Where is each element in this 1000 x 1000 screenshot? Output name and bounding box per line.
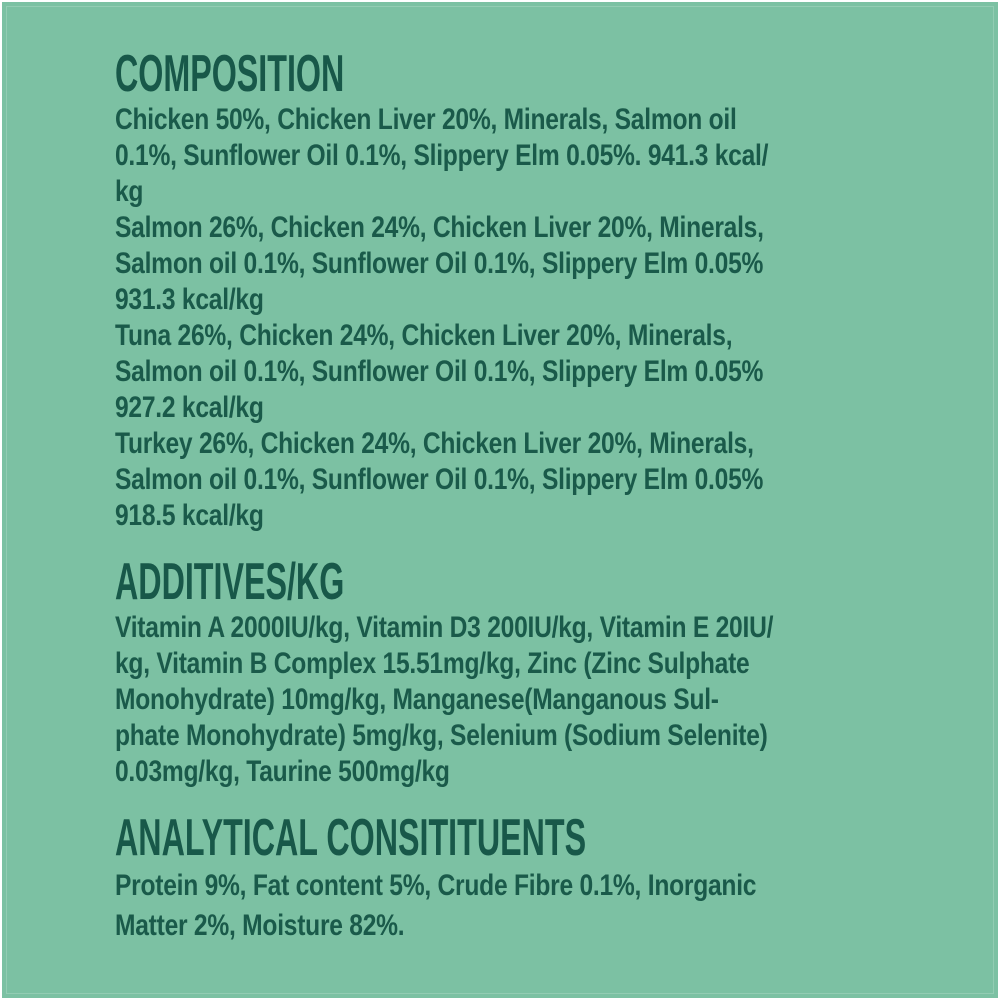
additives-line-2: kg, Vitamin B Complex 15.51mg/kg, Zinc (… (115, 647, 750, 680)
composition-line-6: 931.3 kcal/kg (115, 283, 264, 316)
composition-line-10: Turkey 26%, Chicken 24%, Chicken Liver 2… (115, 427, 754, 460)
analytical-line-1: Protein 9%, Fat content 5%, Crude Fibre … (115, 869, 757, 902)
composition-line-3: kg (115, 175, 144, 208)
composition-body: Chicken 50%, Chicken Liver 20%, Minerals… (115, 102, 958, 534)
composition-line-9: 927.2 kcal/kg (115, 391, 264, 424)
additives-body: Vitamin A 2000IU/kg, Vitamin D3 200IU/kg… (115, 610, 958, 790)
composition-line-1: Chicken 50%, Chicken Liver 20%, Minerals… (115, 103, 737, 136)
additives-line-1: Vitamin A 2000IU/kg, Vitamin D3 200IU/kg… (115, 611, 774, 644)
composition-line-11: Salmon oil 0.1%, Sunflower Oil 0.1%, Sli… (115, 463, 764, 496)
additives-line-4: phate Monohydrate) 5mg/kg, Selenium (Sod… (115, 719, 768, 752)
composition-line-4: Salmon 26%, Chicken 24%, Chicken Liver 2… (115, 211, 764, 244)
section-analytical-constituents: ANALYTICAL CONSITITUENTS Protein 9%, Fat… (115, 812, 958, 946)
analytical-line-2: Matter 2%, Moisture 82%. (115, 909, 405, 942)
additives-heading: ADDITIVES/KG (115, 553, 345, 611)
section-composition: COMPOSITION Chicken 50%, Chicken Liver 2… (115, 48, 958, 534)
composition-heading: COMPOSITION (115, 45, 345, 103)
composition-line-8: Salmon oil 0.1%, Sunflower Oil 0.1%, Sli… (115, 355, 764, 388)
additives-line-5: 0.03mg/kg, Taurine 500mg/kg (115, 755, 450, 788)
additives-line-3: Monohydrate) 10mg/kg, Manganese(Manganou… (115, 683, 719, 716)
composition-line-2: 0.1%, Sunflower Oil 0.1%, Slippery Elm 0… (115, 139, 769, 172)
composition-line-12: 918.5 kcal/kg (115, 499, 264, 532)
analytical-heading: ANALYTICAL CONSITITUENTS (115, 809, 587, 867)
composition-line-7: Tuna 26%, Chicken 24%, Chicken Liver 20%… (115, 319, 733, 352)
label-content: COMPOSITION Chicken 50%, Chicken Liver 2… (2, 2, 998, 946)
section-additives: ADDITIVES/KG Vitamin A 2000IU/kg, Vitami… (115, 556, 958, 790)
composition-line-5: Salmon oil 0.1%, Sunflower Oil 0.1%, Sli… (115, 247, 764, 280)
analytical-body: Protein 9%, Fat content 5%, Crude Fibre … (115, 866, 958, 946)
